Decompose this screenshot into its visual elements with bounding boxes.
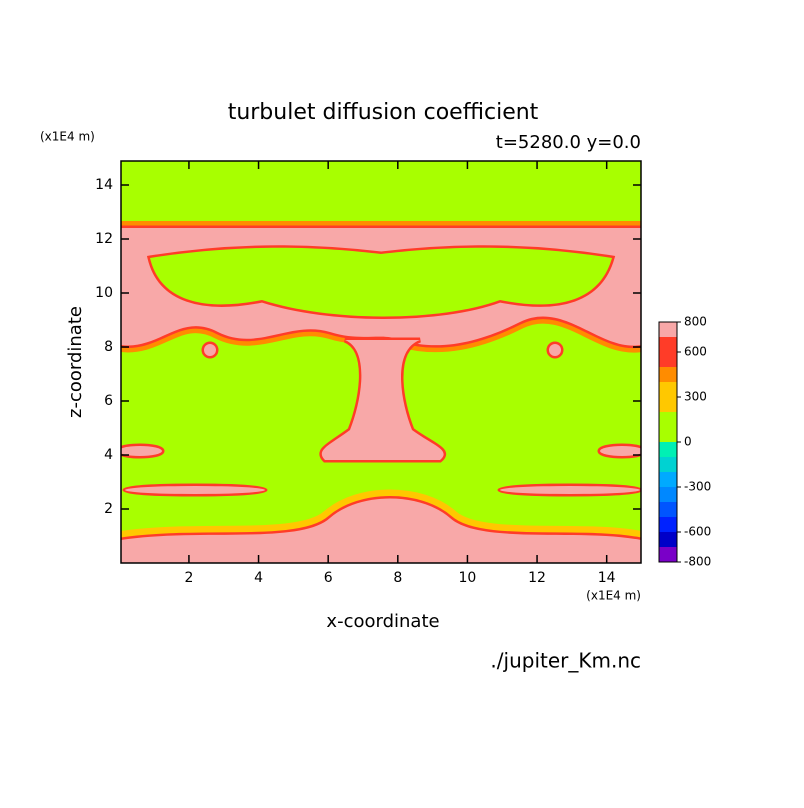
x-tick-label: 12 bbox=[528, 570, 546, 586]
colorbar-tick-label: 800 bbox=[684, 315, 707, 329]
colorbar-tick-label: 300 bbox=[684, 390, 707, 404]
colorbar-bin bbox=[659, 352, 677, 367]
x-tick-label: 14 bbox=[598, 570, 616, 586]
y-tick-label: 2 bbox=[104, 501, 113, 517]
x-tick-label: 2 bbox=[184, 570, 193, 586]
colorbar-bin bbox=[659, 412, 677, 427]
plot-frame bbox=[120, 160, 642, 564]
colorbar: -800 -600 -300 0 300 600 800 bbox=[658, 315, 711, 569]
colorbar-bin bbox=[659, 367, 677, 382]
x-tick-label: 8 bbox=[393, 570, 402, 586]
y-tick-label: 12 bbox=[95, 231, 113, 247]
y-tick-label: 8 bbox=[104, 339, 113, 355]
colorbar-bin bbox=[659, 322, 677, 337]
colorbar-bin bbox=[659, 517, 677, 532]
colorbar-bin bbox=[659, 547, 677, 562]
colorbar-bin bbox=[659, 487, 677, 502]
colorbar-bin bbox=[659, 442, 677, 457]
chart-title: turbulet diffusion coefficient bbox=[228, 100, 539, 125]
y-tick-label: 10 bbox=[95, 285, 113, 301]
colorbar-bin bbox=[659, 472, 677, 487]
colorbar-bin bbox=[659, 382, 677, 397]
y-tick-label: 4 bbox=[104, 447, 113, 463]
colorbar-bin bbox=[659, 532, 677, 547]
colorbar-tick-label: -300 bbox=[684, 480, 711, 494]
x-tick-label: 6 bbox=[324, 570, 333, 586]
axes: 2 4 6 8 10 12 14 2 4 6 8 10 12 14 bbox=[95, 161, 641, 586]
colorbar-tick-label: -800 bbox=[684, 555, 711, 569]
source-file: ./jupiter_Km.nc bbox=[490, 649, 641, 673]
colorbar-tick-label: 0 bbox=[684, 435, 692, 449]
y-tick-label: 14 bbox=[95, 177, 113, 193]
colorbar-tick-label: -600 bbox=[684, 525, 711, 539]
y-axis-label: z-coordinate bbox=[65, 306, 86, 418]
x-tick-label: 4 bbox=[254, 570, 263, 586]
colorbar-bin bbox=[659, 457, 677, 472]
x-tick-label: 10 bbox=[459, 570, 477, 586]
contour-field bbox=[121, 161, 641, 563]
colorbar-bin bbox=[659, 397, 677, 412]
x-unit: (x1E4 m) bbox=[586, 589, 641, 603]
y-unit: (x1E4 m) bbox=[40, 130, 95, 144]
colorbar-tick-label: 600 bbox=[684, 345, 707, 359]
colorbar-bin bbox=[659, 337, 677, 352]
chart-subtitle: t=5280.0 y=0.0 bbox=[496, 132, 641, 153]
x-axis-label: x-coordinate bbox=[326, 611, 439, 632]
y-tick-label: 6 bbox=[104, 393, 113, 409]
colorbar-bin bbox=[659, 502, 677, 517]
colorbar-bin bbox=[659, 427, 677, 442]
